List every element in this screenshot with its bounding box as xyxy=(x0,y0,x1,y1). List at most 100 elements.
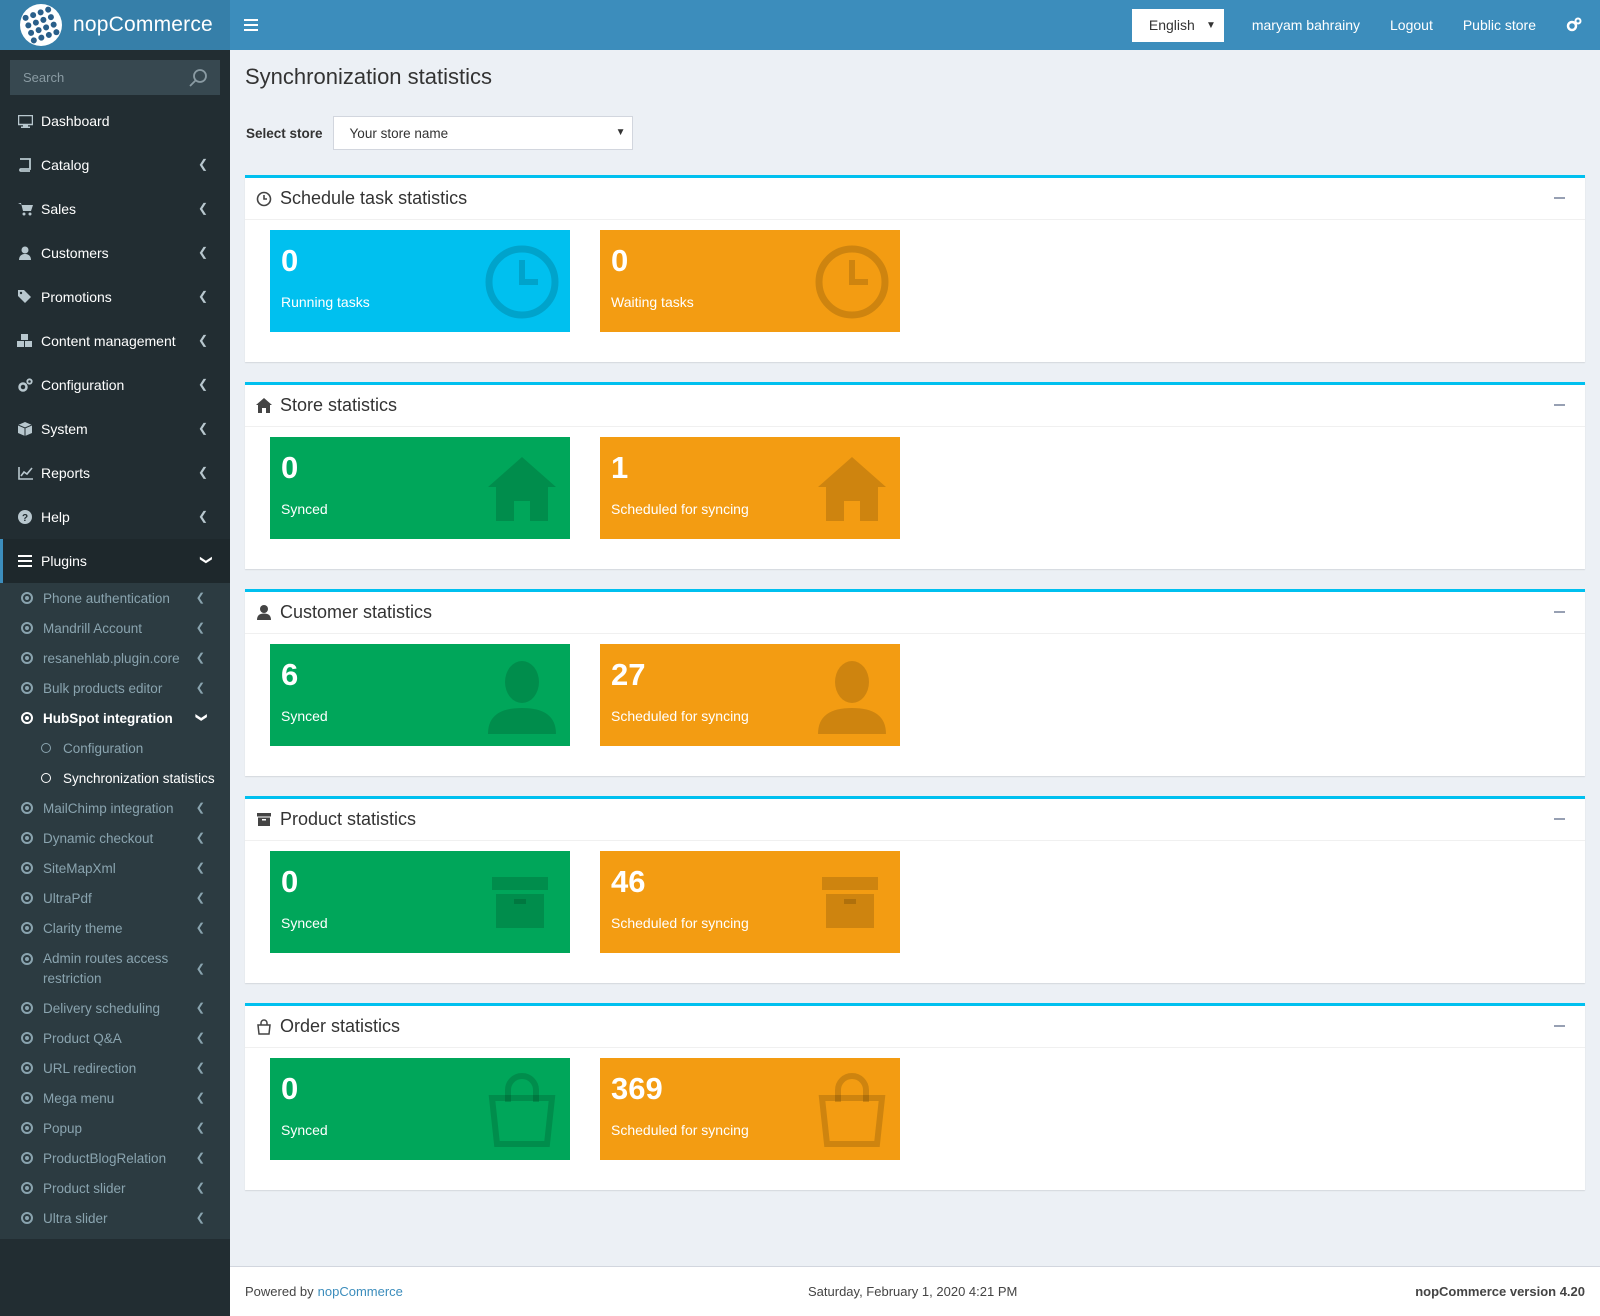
sidebar-item-product-qa[interactable]: Product Q&A ❮ xyxy=(0,1023,230,1053)
chevron-left-icon: ❮ xyxy=(195,862,205,874)
chevron-left-icon: ❮ xyxy=(195,1182,205,1194)
sidebar-item-product-slider[interactable]: Product slider ❮ xyxy=(0,1173,230,1203)
chevron-left-icon: ❮ xyxy=(195,1032,205,1044)
sidebar-item-url-redirection[interactable]: URL redirection ❮ xyxy=(0,1053,230,1083)
sidebar-item-hubspot-configuration[interactable]: Configuration xyxy=(0,733,230,763)
chevron-left-icon: ❮ xyxy=(197,157,208,171)
circle-icon xyxy=(41,773,51,783)
order-statistics-panel: Order statistics 0 Synced 369 Scheduled … xyxy=(245,1003,1585,1190)
sidebar-item-help[interactable]: ? Help ❮ xyxy=(0,495,230,539)
version-text: nopCommerce version 4.20 xyxy=(1415,1284,1585,1299)
dot-circle-icon xyxy=(21,1152,33,1164)
dot-circle-icon xyxy=(21,1092,33,1104)
customer-synced-tile: 6 Synced xyxy=(270,644,570,746)
logo[interactable]: nopCommerce xyxy=(0,0,230,50)
user-icon xyxy=(818,661,886,734)
sidebar-item-popup[interactable]: Popup ❮ xyxy=(0,1113,230,1143)
chevron-left-icon: ❮ xyxy=(195,652,205,664)
sidebar-item-sitemapxml[interactable]: SiteMapXml ❮ xyxy=(0,853,230,883)
sidebar-item-content-management[interactable]: Content management ❮ xyxy=(0,319,230,363)
logout-link[interactable]: Logout xyxy=(1390,17,1433,33)
sidebar-search[interactable]: Search xyxy=(10,60,220,95)
collapse-button[interactable] xyxy=(1554,197,1565,199)
sidebar-item-plugins[interactable]: Plugins ❮ xyxy=(0,539,230,583)
chevron-left-icon: ❮ xyxy=(195,922,205,934)
dot-circle-icon xyxy=(21,712,33,724)
sidebar-item-catalog[interactable]: Catalog ❮ xyxy=(0,143,230,187)
collapse-button[interactable] xyxy=(1554,611,1565,613)
collapse-button[interactable] xyxy=(1554,404,1565,406)
shopping-bag-icon xyxy=(255,1018,273,1036)
nopcommerce-link[interactable]: nopCommerce xyxy=(317,1284,403,1299)
dot-circle-icon xyxy=(21,802,33,814)
chevron-left-icon: ❮ xyxy=(197,245,208,259)
sidebar-item-admin-routes-access-restriction[interactable]: Admin routes access restriction ❮ xyxy=(0,943,230,993)
sidebar: Search Dashboard Catalog ❮ Sales ❮ Custo… xyxy=(0,50,230,1316)
cart-icon xyxy=(17,201,33,217)
sidebar-item-delivery-scheduling[interactable]: Delivery scheduling ❮ xyxy=(0,993,230,1023)
dot-circle-icon xyxy=(21,1062,33,1074)
line-chart-icon xyxy=(17,465,33,481)
home-icon xyxy=(255,397,273,415)
sidebar-item-configuration[interactable]: Configuration ❮ xyxy=(0,363,230,407)
sidebar-item-synchronization-statistics[interactable]: Synchronization statistics xyxy=(0,763,230,793)
search-icon xyxy=(189,69,207,87)
caret-down-icon: ▼ xyxy=(615,127,626,138)
user-link[interactable]: maryam bahrainy xyxy=(1251,17,1361,33)
sidebar-item-mega-menu[interactable]: Mega menu ❮ xyxy=(0,1083,230,1113)
chevron-left-icon: ❮ xyxy=(195,963,205,975)
chevron-down-icon: ❮ xyxy=(194,712,207,723)
sidebar-item-clarity-theme[interactable]: Clarity theme ❮ xyxy=(0,913,230,943)
dot-circle-icon xyxy=(21,862,33,874)
dot-circle-icon xyxy=(21,832,33,844)
collapse-button[interactable] xyxy=(1554,818,1565,820)
question-icon: ? xyxy=(17,509,33,525)
cube-icon xyxy=(17,421,33,437)
user-icon xyxy=(488,661,556,734)
sidebar-item-sales[interactable]: Sales ❮ xyxy=(0,187,230,231)
dot-circle-icon xyxy=(21,953,33,965)
settings-gears-button[interactable] xyxy=(1566,17,1582,33)
sidebar-item-phone-authentication[interactable]: Phone authentication ❮ xyxy=(0,583,230,613)
chevron-left-icon: ❮ xyxy=(195,622,205,634)
panel-header: Product statistics xyxy=(245,799,1585,841)
dot-circle-icon xyxy=(21,1122,33,1134)
chevron-left-icon: ❮ xyxy=(195,802,205,814)
sidebar-item-hubspot-integration[interactable]: HubSpot integration ❮ xyxy=(0,703,230,733)
sidebar-item-system[interactable]: System ❮ xyxy=(0,407,230,451)
sidebar-item-ultrapdf[interactable]: UltraPdf ❮ xyxy=(0,883,230,913)
logo-icon xyxy=(20,4,62,46)
search-input[interactable]: Search xyxy=(23,70,65,85)
chevron-left-icon: ❮ xyxy=(197,201,208,215)
product-synced-tile: 0 Synced xyxy=(270,851,570,953)
sidebar-item-dashboard[interactable]: Dashboard xyxy=(0,99,230,143)
language-select[interactable]: English ▼ xyxy=(1131,8,1224,42)
sidebar-toggle-button[interactable] xyxy=(230,0,272,50)
public-store-link[interactable]: Public store xyxy=(1462,17,1536,33)
store-select[interactable]: Your store name ▼ xyxy=(332,116,633,150)
store-synced-tile: 0 Synced xyxy=(270,437,570,539)
shopping-bag-icon xyxy=(818,1073,886,1147)
chevron-left-icon: ❮ xyxy=(195,592,205,604)
gears-icon xyxy=(1566,17,1582,32)
sidebar-item-productblogrelation[interactable]: ProductBlogRelation ❮ xyxy=(0,1143,230,1173)
chevron-left-icon: ❮ xyxy=(195,832,205,844)
sidebar-item-mandrill-account[interactable]: Mandrill Account ❮ xyxy=(0,613,230,643)
sidebar-item-promotions[interactable]: Promotions ❮ xyxy=(0,275,230,319)
chevron-left-icon: ❮ xyxy=(195,892,205,904)
collapse-button[interactable] xyxy=(1554,1025,1565,1027)
order-synced-tile: 0 Synced xyxy=(270,1058,570,1160)
sidebar-item-customers[interactable]: Customers ❮ xyxy=(0,231,230,275)
bars-icon xyxy=(17,553,33,569)
dot-circle-icon xyxy=(21,1182,33,1194)
sidebar-item-dynamic-checkout[interactable]: Dynamic checkout ❮ xyxy=(0,823,230,853)
sidebar-item-bulk-products-editor[interactable]: Bulk products editor ❮ xyxy=(0,673,230,703)
product-statistics-panel: Product statistics 0 Synced 46 Scheduled… xyxy=(245,796,1585,983)
sidebar-item-reports[interactable]: Reports ❮ xyxy=(0,451,230,495)
sidebar-item-mailchimp-integration[interactable]: MailChimp integration ❮ xyxy=(0,793,230,823)
sidebar-item-ultra-slider[interactable]: Ultra slider ❮ xyxy=(0,1203,230,1233)
tags-icon xyxy=(17,289,33,305)
sidebar-item-resanehlab-plugin-core[interactable]: resanehlab.plugin.core ❮ xyxy=(0,643,230,673)
dot-circle-icon xyxy=(21,592,33,604)
select-store-label: Select store xyxy=(246,125,323,141)
